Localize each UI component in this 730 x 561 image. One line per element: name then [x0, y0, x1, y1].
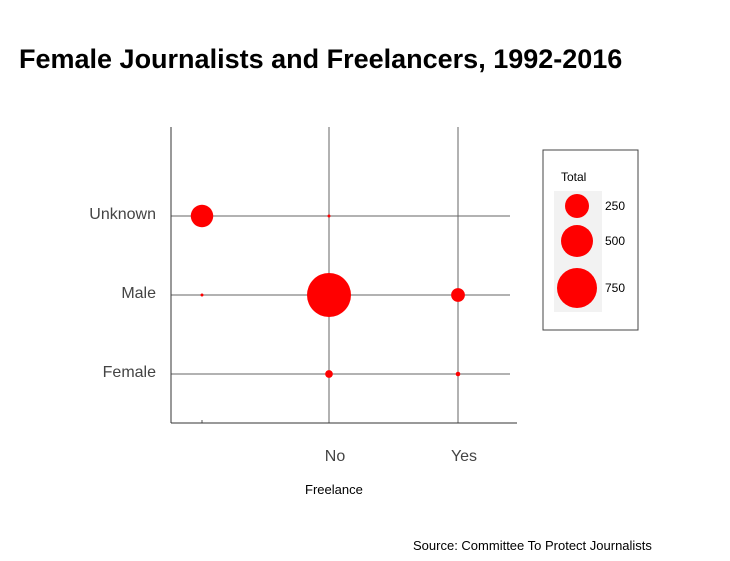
- grid-lines: [171, 127, 510, 423]
- bubble: [325, 370, 333, 378]
- bubble: [451, 288, 465, 302]
- legend-bubble: [557, 268, 597, 308]
- bubble: [200, 293, 204, 297]
- y-tick-label: Female: [103, 364, 156, 381]
- bubble: [307, 273, 351, 317]
- x-tick-labels: No Yes: [325, 448, 477, 465]
- legend-bubble: [565, 194, 589, 218]
- y-tick-label: Unknown: [89, 206, 156, 223]
- x-tick-label: No: [325, 448, 346, 465]
- bubble: [327, 214, 331, 218]
- x-axis-label: Freelance: [305, 482, 363, 497]
- axes: [170, 127, 517, 424]
- legend-bubble: [561, 225, 593, 257]
- source-note: Source: Committee To Protect Journalists: [413, 538, 652, 553]
- chart-title: Female Journalists and Freelancers, 1992…: [19, 44, 623, 74]
- y-tick-label: Male: [121, 285, 156, 302]
- bubble: [455, 371, 461, 377]
- legend-label: 750: [605, 281, 625, 295]
- legend-label: 250: [605, 199, 625, 213]
- legend-label: 500: [605, 234, 625, 248]
- legend: Total 250 500 750: [542, 149, 639, 331]
- bubbles: [190, 204, 465, 378]
- legend-title: Total: [561, 170, 586, 184]
- y-tick-labels: Female Male Unknown: [89, 206, 156, 381]
- bubble: [190, 204, 214, 228]
- x-tick-label: Yes: [451, 448, 477, 465]
